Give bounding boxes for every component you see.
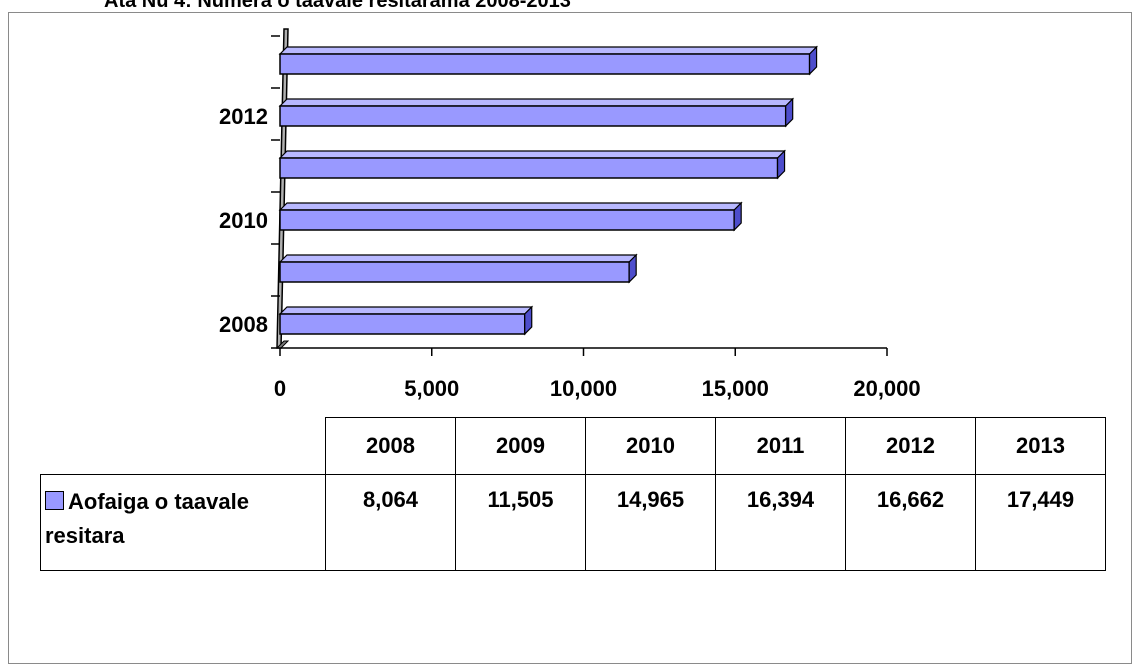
legend-label: Aofaiga o taavale resitara (45, 489, 249, 548)
table-row: Aofaiga o taavale resitara 8,064 11,505 … (40, 474, 1106, 571)
x-tick-label: 15,000 (702, 376, 769, 401)
table-header-cell: 2013 (975, 417, 1106, 475)
y-tick-label: 2008 (219, 312, 268, 337)
bar-front-face (279, 261, 630, 283)
bar-top-face (278, 202, 743, 211)
bar-top-face (278, 46, 819, 55)
bar-top-face (278, 306, 534, 315)
y-tick-label: 2012 (219, 104, 268, 129)
bar-end-face (733, 201, 742, 232)
bar-end-face (628, 253, 637, 284)
table-header-cell: 2008 (325, 417, 456, 475)
data-table: 2008 2009 2010 2011 2012 2013 Aofaiga o … (40, 417, 1106, 571)
table-header-cell: 2012 (845, 417, 976, 475)
table-header-cell: 2009 (455, 417, 586, 475)
bar-front-face (279, 157, 779, 179)
bar-front-face (279, 53, 811, 75)
legend-key-icon (45, 491, 64, 510)
bar-end-face (785, 97, 794, 128)
category-axis-wall (276, 28, 289, 349)
bar (278, 201, 743, 232)
chart-labels: 0 5,000 10,000 15,000 20,000 2008 2010 2012 (219, 104, 921, 401)
table-cell: 8,064 (325, 474, 456, 571)
bar-end-face (776, 149, 786, 180)
table-header-cell: 2011 (715, 417, 846, 475)
y-tick-label: 2010 (219, 208, 268, 233)
x-tick-label: 5,000 (404, 376, 459, 401)
bar-top-face (278, 98, 795, 107)
bar-end-face (808, 45, 818, 76)
bar-chart: 0 5,000 10,000 15,000 20,000 2008 2010 2012 (219, 28, 921, 401)
chart-bars (278, 45, 819, 336)
table-corner (40, 417, 326, 475)
bar-front-face (279, 209, 735, 231)
bar (278, 305, 534, 336)
table-cell: 17,449 (975, 474, 1106, 571)
table-cell: 16,662 (845, 474, 976, 571)
bar-top-face (278, 254, 638, 263)
bar-front-face (279, 105, 787, 127)
bar (278, 45, 819, 76)
table-cell: 14,965 (585, 474, 716, 571)
table-cell: 16,394 (715, 474, 846, 571)
table-cell: 11,505 (455, 474, 586, 571)
bar (278, 149, 787, 180)
bar (278, 97, 795, 128)
page-title: Ata Nu 4: Numera o taavale resitarama 20… (104, 0, 571, 12)
bar-top-face (278, 150, 787, 159)
x-tick-label: 10,000 (550, 376, 617, 401)
bar-front-face (279, 313, 526, 335)
chart-frame (8, 12, 1132, 664)
legend-entry: Aofaiga o taavale resitara (40, 474, 326, 571)
bar (278, 253, 638, 284)
table-header-cell: 2010 (585, 417, 716, 475)
table-header-row: 2008 2009 2010 2011 2012 2013 (40, 417, 1106, 475)
bar-end-face (524, 305, 533, 336)
x-tick-label: 20,000 (853, 376, 920, 401)
x-tick-label: 0 (274, 376, 286, 401)
